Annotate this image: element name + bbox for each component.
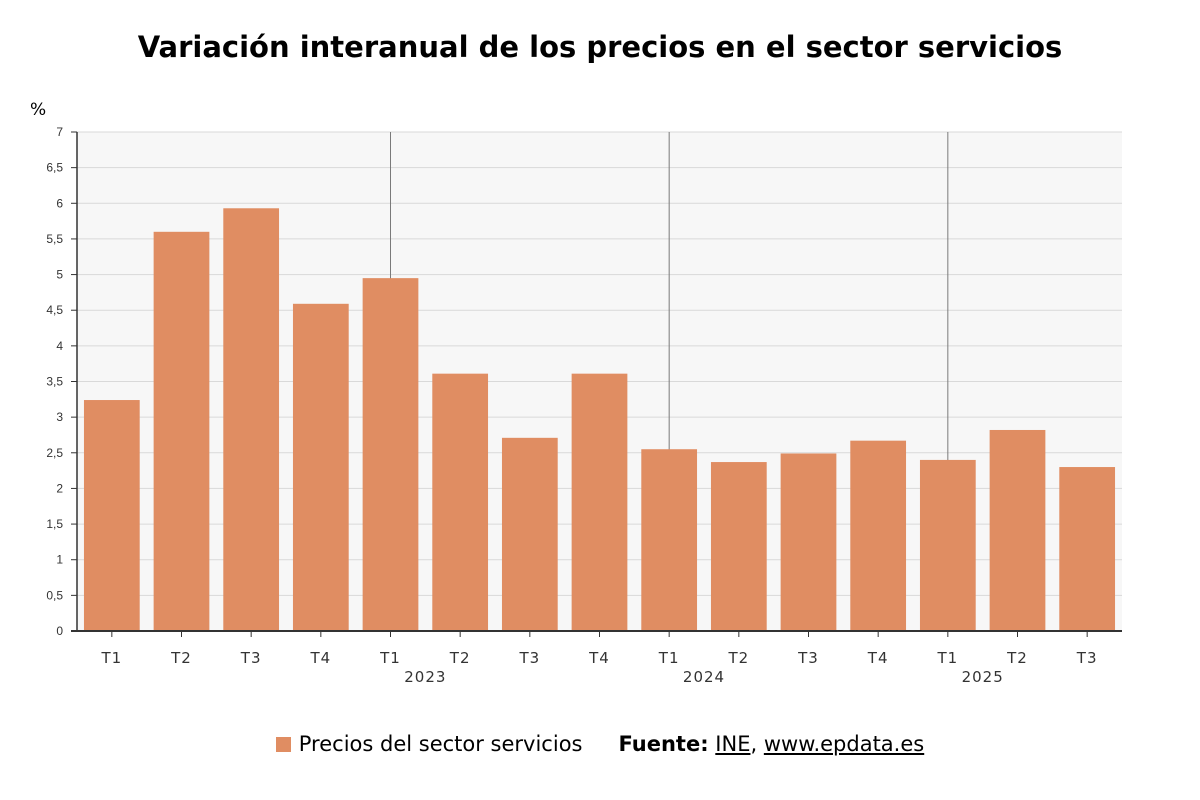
- source-separator: ,: [750, 732, 758, 756]
- y-tick-label: 2: [56, 481, 63, 495]
- bar[interactable]: [292, 303, 349, 631]
- y-tick-label: 6,5: [46, 161, 63, 175]
- y-tick-label: 4,5: [46, 303, 63, 317]
- year-label: 2023: [404, 668, 446, 686]
- bars: [83, 208, 1116, 632]
- y-tick-labels: 0 0,5 1 1,5 2 2,5 3 3,5 4 4,5 5 5,5 6 6,5 7: [46, 125, 63, 638]
- bar[interactable]: [850, 440, 907, 631]
- bar[interactable]: [1059, 467, 1116, 631]
- y-tick-label: 1: [56, 553, 63, 567]
- year-label: 2024: [683, 668, 725, 686]
- x-tick-label: T2: [449, 649, 471, 667]
- legend-swatch: [275, 737, 291, 752]
- y-tick-label: 0: [56, 624, 63, 638]
- bar[interactable]: [919, 459, 976, 631]
- source-label: Fuente:: [618, 732, 709, 756]
- bar[interactable]: [571, 373, 628, 631]
- y-tick-label: 3,5: [46, 375, 63, 389]
- y-tick-label: 1,5: [46, 517, 63, 531]
- x-tick-label: T1: [379, 649, 401, 667]
- x-tick-label: T3: [1076, 649, 1098, 667]
- bar[interactable]: [223, 208, 280, 632]
- y-tick-label: 5,5: [46, 232, 63, 246]
- x-tick-label: T4: [309, 649, 331, 667]
- legend: Precios del sector servicios Fuente: INE,…: [0, 732, 1200, 756]
- x-tick-label: T3: [797, 649, 819, 667]
- x-tick-label: T1: [658, 649, 680, 667]
- x-tick-label: T3: [518, 649, 540, 667]
- bar[interactable]: [362, 278, 419, 631]
- y-tick-label: 4: [56, 339, 63, 353]
- bar[interactable]: [501, 437, 558, 631]
- y-tick-label: 0,5: [46, 588, 63, 602]
- bar[interactable]: [641, 449, 698, 631]
- bar[interactable]: [780, 453, 837, 631]
- x-tick-label: T2: [727, 649, 749, 667]
- source-link-ine[interactable]: INE: [715, 732, 751, 756]
- bar[interactable]: [153, 231, 210, 632]
- bar[interactable]: [432, 373, 489, 631]
- x-tick-label: T4: [867, 649, 889, 667]
- y-axis-label: %: [30, 100, 46, 120]
- y-tick-label: 5: [56, 268, 63, 282]
- bar[interactable]: [989, 429, 1046, 631]
- legend-label: Precios del sector servicios: [298, 732, 583, 756]
- x-tick-label: T1: [936, 649, 958, 667]
- chart-title: Variación interanual de los precios en e…: [137, 30, 1063, 64]
- year-label: 2025: [962, 668, 1004, 686]
- year-labels: 2023 2024 2025: [404, 668, 1004, 686]
- x-tick-label: T2: [1006, 649, 1028, 667]
- source-link-epdata[interactable]: www.epdata.es: [763, 732, 925, 756]
- x-tick-labels: T1 T2 T3 T4 T1 T2 T3 T4 T1 T2 T3 T4 T1 T2 T3: [100, 649, 1098, 667]
- x-tick-label: T4: [588, 649, 610, 667]
- x-tick-label: T2: [170, 649, 192, 667]
- y-tick-label: 3: [56, 410, 63, 424]
- x-tick-label: T1: [100, 649, 122, 667]
- axes: [71, 131, 1122, 637]
- y-tick-label: 7: [56, 125, 63, 139]
- bar[interactable]: [710, 462, 767, 631]
- x-tick-label: T3: [240, 649, 262, 667]
- bar[interactable]: [83, 400, 140, 631]
- y-tick-label: 6: [56, 196, 63, 210]
- y-tick-label: 2,5: [46, 446, 63, 460]
